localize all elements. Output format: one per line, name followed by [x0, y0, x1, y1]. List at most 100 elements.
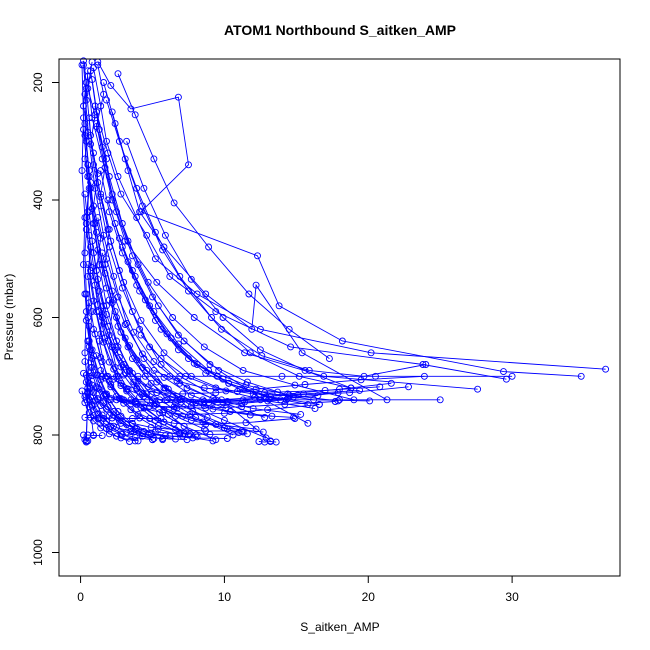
- data-point: [95, 337, 103, 345]
- data-point: [174, 331, 182, 339]
- data-point: [92, 123, 100, 131]
- data-point: [84, 314, 92, 321]
- data-point: [238, 403, 246, 411]
- data-point: [105, 208, 113, 216]
- data-point: [157, 355, 165, 363]
- data-point: [254, 252, 261, 260]
- data-point: [202, 427, 210, 435]
- y-tick-label: 200: [31, 72, 45, 92]
- data-point: [356, 386, 364, 394]
- data-point: [268, 412, 276, 420]
- profile-30: [98, 249, 230, 413]
- data-point: [156, 396, 164, 404]
- data-point: [114, 70, 122, 78]
- data-point: [154, 302, 162, 310]
- data-point: [301, 366, 309, 374]
- data-point: [130, 378, 138, 386]
- data-point: [164, 385, 172, 393]
- data-point: [205, 243, 213, 251]
- data-point: [100, 319, 108, 327]
- data-point: [100, 79, 108, 86]
- data-point: [81, 249, 89, 257]
- data-point: [84, 437, 92, 445]
- profile-line: [100, 370, 320, 415]
- data-point: [127, 396, 135, 404]
- data-point: [346, 389, 354, 397]
- profile-73: [80, 431, 106, 440]
- data-point: [275, 302, 283, 310]
- data-point: [219, 314, 227, 321]
- data-point: [87, 363, 95, 371]
- data-point: [100, 338, 108, 346]
- data-point: [174, 346, 182, 354]
- data-point: [105, 430, 113, 438]
- x-axis-label: S_aitken_AMP: [300, 620, 379, 634]
- data-point: [203, 413, 211, 421]
- data-point: [88, 372, 96, 380]
- data-point: [94, 170, 102, 178]
- data-point: [117, 430, 125, 438]
- data-point: [91, 102, 99, 110]
- data-point: [87, 243, 95, 251]
- data-point: [284, 395, 292, 403]
- data-point: [474, 385, 482, 393]
- profile-line: [95, 64, 119, 377]
- profile-71: [85, 396, 444, 404]
- data-point: [422, 361, 430, 368]
- y-tick-label: 800: [31, 425, 45, 445]
- data-point: [81, 349, 89, 357]
- data-point: [128, 267, 136, 274]
- profile-line: [126, 141, 352, 389]
- data-point: [131, 272, 139, 280]
- profile-line: [117, 73, 330, 359]
- x-axis: 0 10 20 30: [77, 575, 519, 604]
- data-point: [84, 84, 92, 92]
- data-point: [143, 231, 151, 239]
- data-point: [185, 287, 192, 295]
- data-point: [169, 314, 177, 321]
- data-point: [113, 372, 120, 380]
- data-point: [150, 366, 158, 374]
- data-point: [173, 404, 181, 412]
- data-point: [118, 243, 126, 251]
- data-point: [218, 325, 225, 333]
- data-point: [84, 128, 92, 136]
- data-point: [105, 225, 113, 233]
- data-point: [127, 105, 135, 113]
- data-point: [161, 231, 169, 239]
- data-point: [245, 290, 253, 298]
- data-point: [123, 137, 131, 145]
- data-point: [117, 190, 125, 198]
- data-point: [243, 430, 251, 438]
- data-point: [321, 386, 329, 394]
- profile-line: [108, 299, 294, 418]
- data-point: [98, 358, 106, 366]
- data-point: [85, 184, 93, 192]
- data-point: [85, 173, 93, 180]
- data-point: [287, 343, 295, 351]
- data-point: [101, 261, 109, 269]
- data-point: [97, 424, 105, 432]
- data-point: [138, 202, 146, 210]
- data-point: [297, 410, 305, 418]
- data-point: [127, 400, 135, 408]
- data-point: [87, 140, 95, 148]
- data-point: [387, 379, 395, 387]
- data-point: [405, 383, 412, 391]
- data-point: [80, 261, 87, 269]
- data-point: [110, 272, 118, 280]
- data-point: [101, 390, 109, 398]
- data-point: [200, 343, 208, 351]
- data-point: [121, 334, 129, 342]
- data-point: [173, 377, 181, 385]
- data-point: [212, 384, 220, 392]
- data-point: [103, 96, 110, 104]
- profile-line: [87, 164, 244, 433]
- data-point: [87, 413, 95, 421]
- profile-9: [114, 70, 333, 363]
- data-point: [193, 433, 201, 441]
- data-point: [166, 432, 174, 440]
- data-point: [131, 433, 139, 441]
- data-point: [274, 388, 282, 396]
- profile-line: [101, 252, 227, 410]
